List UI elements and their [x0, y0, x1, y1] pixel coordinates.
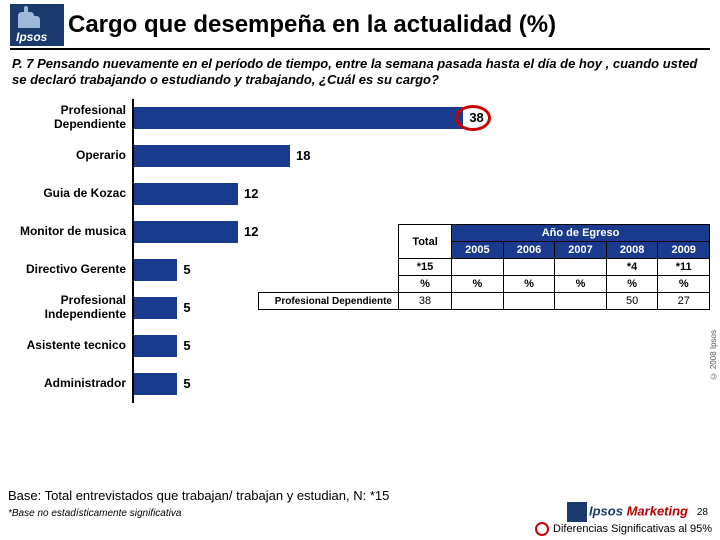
bar-area: 5 — [134, 373, 720, 395]
table-row-label: Profesional Dependiente — [259, 293, 399, 310]
question-number: P. 7 — [12, 56, 33, 71]
bar — [134, 373, 177, 395]
bar-area: 12 — [134, 183, 720, 205]
page-title: Cargo que desempeña en la actualidad (%) — [68, 11, 710, 39]
base-text: Base: Total entrevistados que trabajan/ … — [8, 488, 389, 503]
bar-area: 18 — [134, 145, 720, 167]
bar-value: 38 — [469, 110, 483, 125]
table-cell: 50 — [606, 293, 658, 310]
pct-cell: % — [606, 276, 658, 293]
year-group-header: Año de Egreso — [452, 225, 710, 242]
bar-value: 5 — [183, 338, 190, 353]
year-header: 2007 — [555, 242, 607, 259]
hand-icon — [14, 6, 42, 30]
table-cell: 38 — [399, 293, 452, 310]
significance-label: Diferencias Significativas al 95% — [553, 523, 712, 535]
bar-label: Administrador — [0, 377, 132, 390]
chart-row: Operario 18 — [0, 137, 720, 175]
bar-value: 5 — [183, 262, 190, 277]
pct-cell: % — [452, 276, 504, 293]
bar-value: 12 — [244, 186, 258, 201]
table-cell: 27 — [658, 293, 710, 310]
chart-row: Asistente tecnico 5 — [0, 327, 720, 365]
table-cell — [452, 293, 504, 310]
bar-label: Guia de Kozac — [0, 187, 132, 200]
total-header: Total — [399, 225, 452, 259]
n-cell — [452, 259, 504, 276]
footnote: *Base no estadísticamente significativa — [8, 508, 181, 519]
table-cell — [555, 293, 607, 310]
n-cell — [503, 259, 555, 276]
chart-row: Administrador 5 — [0, 365, 720, 403]
logo-text: Ipsos — [16, 30, 47, 44]
bar — [134, 259, 177, 281]
bar-area: 5 — [134, 335, 720, 357]
pct-cell: % — [658, 276, 710, 293]
significance-legend: Diferencias Significativas al 95% — [535, 522, 712, 536]
header: Ipsos Cargo que desempeña en la actualid… — [0, 0, 720, 46]
bar-value: 5 — [183, 376, 190, 391]
bar — [134, 335, 177, 357]
bar-value: 5 — [183, 300, 190, 315]
ipsos-marketing-logo: Ipsos Marketing — [567, 502, 688, 522]
pct-cell: % — [399, 276, 452, 293]
pct-cell: % — [503, 276, 555, 293]
page-number: 28 — [697, 507, 708, 518]
ipsos-logo: Ipsos — [10, 4, 64, 46]
bar-label: Profesional Dependiente — [0, 104, 132, 130]
n-cell: *11 — [658, 259, 710, 276]
chart-row: Profesional Dependiente 38 — [0, 99, 720, 137]
bar-value: 18 — [296, 148, 310, 163]
bar-value: 12 — [244, 224, 258, 239]
bar-label: Directivo Gerente — [0, 263, 132, 276]
circle-icon — [535, 522, 549, 536]
table-cell — [503, 293, 555, 310]
n-cell: *15 — [399, 259, 452, 276]
bar-label: Monitor de musica — [0, 225, 132, 238]
title-rule — [10, 48, 710, 50]
question-text: P. 7 Pensando nuevamente en el período d… — [0, 54, 720, 95]
bar — [134, 145, 290, 167]
pct-cell: % — [555, 276, 607, 293]
bar-label: Asistente tecnico — [0, 339, 132, 352]
bar — [134, 183, 238, 205]
chart-row: Guia de Kozac 12 — [0, 175, 720, 213]
bar — [134, 221, 238, 243]
bar-label: Profesional Independiente — [0, 294, 132, 320]
year-header: 2006 — [503, 242, 555, 259]
year-header: 2008 — [606, 242, 658, 259]
n-cell: *4 — [606, 259, 658, 276]
bar-label: Operario — [0, 149, 132, 162]
copyright: © 2008 Ipsos — [709, 330, 718, 380]
year-table: TotalAño de Egreso20052006200720082009*1… — [258, 224, 710, 310]
bar — [134, 107, 463, 129]
bar — [134, 297, 177, 319]
n-cell — [555, 259, 607, 276]
year-header: 2005 — [452, 242, 504, 259]
bar-area: 38 — [134, 107, 720, 129]
question-body: Pensando nuevamente en el período de tie… — [12, 56, 697, 87]
year-header: 2009 — [658, 242, 710, 259]
